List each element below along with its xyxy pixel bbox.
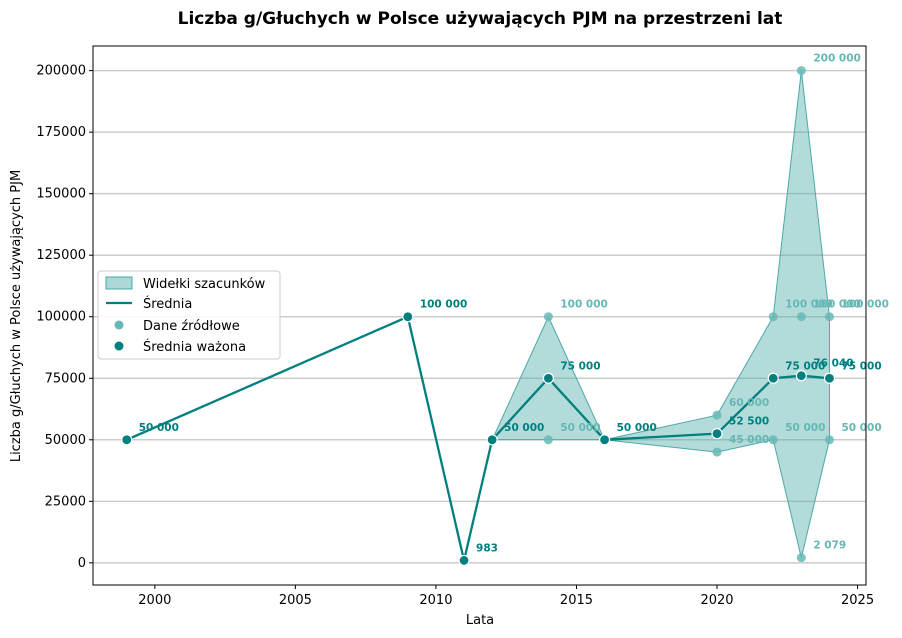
source-data-label: 60 000 bbox=[729, 397, 769, 409]
source-point bbox=[824, 312, 834, 322]
x-axis-label: Lata bbox=[466, 613, 494, 628]
x-tick-label: 2025 bbox=[841, 593, 874, 608]
y-tick-label: 0 bbox=[78, 556, 86, 571]
mean-point bbox=[121, 434, 133, 446]
x-tick-label: 2020 bbox=[700, 593, 733, 608]
x-tick-label: 2010 bbox=[419, 593, 452, 608]
source-point bbox=[543, 435, 553, 445]
source-data-label: 100 000 bbox=[560, 299, 608, 311]
legend-source-marker bbox=[114, 320, 124, 330]
source-data-label: 50 000 bbox=[785, 422, 825, 434]
y-tick-label: 25000 bbox=[45, 494, 86, 509]
mean-point bbox=[598, 434, 611, 446]
mean-point bbox=[711, 428, 723, 440]
x-tick-label: 2005 bbox=[279, 593, 312, 608]
mean-points-layer bbox=[121, 311, 836, 567]
legend-band-swatch bbox=[105, 276, 133, 290]
mean-data-label: 100 000 bbox=[420, 299, 468, 311]
x-axis-ticks: 2000 2005 2010 2015 2020 2025 bbox=[138, 585, 874, 608]
y-tick-label: 200000 bbox=[36, 64, 86, 79]
source-data-label: 200 000 bbox=[813, 53, 861, 65]
legend-label-band: Widełki szacunków bbox=[143, 277, 266, 292]
source-point bbox=[543, 312, 553, 322]
mean-line bbox=[126, 315, 830, 562]
mean-point bbox=[542, 372, 554, 384]
mean-data-label: 76 040 bbox=[813, 358, 853, 370]
mean-data-label: 75 000 bbox=[841, 360, 881, 372]
source-data-label: 2 079 bbox=[813, 540, 846, 552]
mean-point bbox=[402, 311, 414, 323]
source-data-label: 100 000 bbox=[841, 299, 889, 311]
mean-data-label: 75 000 bbox=[785, 360, 825, 372]
y-tick-label: 100000 bbox=[36, 310, 86, 325]
legend-label-weighted: Średnia ważona bbox=[143, 339, 246, 355]
legend-label-mean: Średnia bbox=[143, 296, 192, 312]
x-tick-label: 2000 bbox=[138, 593, 171, 608]
source-point bbox=[712, 410, 722, 420]
y-tick-label: 150000 bbox=[36, 187, 86, 202]
source-point bbox=[768, 435, 778, 445]
y-axis-ticks: 0 25000 50000 75000 100000 125000 150000 175000… bbox=[36, 64, 93, 571]
source-data-label: 50 000 bbox=[841, 422, 881, 434]
mean-data-label: 75 000 bbox=[560, 360, 600, 372]
mean-data-label: 983 bbox=[476, 542, 498, 554]
x-tick-label: 2015 bbox=[560, 593, 593, 608]
mean-point bbox=[458, 554, 470, 567]
mean-data-label: 50 000 bbox=[139, 422, 179, 434]
source-point bbox=[768, 312, 778, 322]
legend: Widełki szacunków Średnia Dane źródłowe … bbox=[97, 270, 281, 360]
mean-line-layer bbox=[126, 315, 830, 562]
plot-frame bbox=[92, 45, 867, 586]
mean-point bbox=[767, 372, 779, 384]
y-tick-label: 125000 bbox=[36, 248, 86, 263]
source-point bbox=[712, 447, 722, 457]
source-point bbox=[796, 312, 806, 322]
source-point bbox=[796, 553, 806, 563]
mean-point bbox=[486, 434, 498, 446]
mean-data-label: 50 000 bbox=[617, 422, 657, 434]
y-axis-label: Liczba g/Głuchych w Polsce używających P… bbox=[9, 170, 24, 462]
grid-lines bbox=[93, 69, 866, 564]
source-data-label: 45 000 bbox=[729, 434, 769, 446]
legend-label-source: Dane źródłowe bbox=[143, 319, 240, 334]
source-point bbox=[796, 66, 806, 76]
data-labels-layer: 100 000 50 000 60 000 45 000 100 000 50 000 20… bbox=[139, 53, 889, 555]
y-tick-label: 175000 bbox=[36, 125, 86, 140]
source-points-layer bbox=[543, 66, 834, 563]
mean-point bbox=[823, 372, 836, 384]
y-tick-label: 50000 bbox=[45, 433, 86, 448]
mean-data-label: 50 000 bbox=[504, 422, 544, 434]
mean-point bbox=[795, 370, 807, 382]
source-data-label: 50 000 bbox=[560, 422, 600, 434]
y-tick-label: 75000 bbox=[45, 371, 86, 386]
source-point bbox=[824, 435, 834, 445]
source-data-label: 100 000 bbox=[785, 299, 833, 311]
source-data-label: 100 000 bbox=[813, 299, 861, 311]
mean-data-label: 52 500 bbox=[729, 416, 769, 428]
legend-box bbox=[97, 270, 281, 360]
chart-title: Liczba g/Głuchych w Polsce używających P… bbox=[178, 9, 783, 29]
legend-weighted-marker bbox=[114, 341, 124, 351]
